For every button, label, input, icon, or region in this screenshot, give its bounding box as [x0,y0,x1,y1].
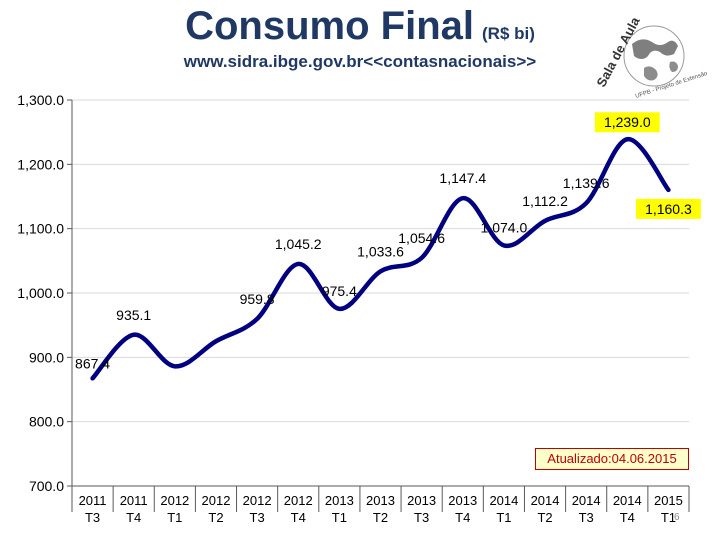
x-tick-label-year: 2012 [284,493,313,508]
x-tick-label-quarter: T4 [126,510,141,525]
data-label: 975.4 [322,283,357,299]
x-tick-label-year: 2013 [448,493,477,508]
data-label: 1,139.6 [563,175,610,191]
x-tick-label-quarter: T2 [537,510,552,525]
data-label: 935.1 [116,307,151,323]
globe-map-icon [623,25,685,87]
data-label: 1,239.0 [604,114,651,130]
data-label: 1,074.0 [481,219,528,235]
data-label-layer: 867.4 935.1 959.8 1,045.2 975.4 1,033.61,054.… [75,112,701,371]
axis-layer: 700.0 800.0 900.0 1,000.0 1,100.0 1,200.0 1,30… [17,92,690,525]
y-tick-label: 1,300.0 [17,92,64,108]
y-tick-label: 1,100.0 [17,221,64,237]
grid-layer [72,99,689,423]
x-tick-label-quarter: T3 [414,510,429,525]
page-number: 6 [674,512,680,523]
x-tick-label-year: 2015 [654,493,683,508]
x-tick-label-year: 2011 [79,493,107,508]
x-tick-label-quarter: T3 [250,510,265,525]
data-label: 1,045.2 [275,236,322,252]
data-label: 1,147.4 [439,170,486,186]
chart-title: Consumo Final (R$ bi) [0,4,720,49]
updated-badge: Atualizado:04.06.2015 [535,448,689,470]
x-tick-label-year: 2014 [572,493,601,508]
x-tick-label-year: 2013 [366,493,395,508]
y-tick-label: 1,000.0 [17,285,64,301]
x-tick-label-quarter: T1 [496,510,511,525]
data-label-highlight [636,198,701,219]
data-label: 1,033.6 [357,243,404,259]
data-label-highlight [594,112,660,133]
data-label: 1,054.6 [398,230,445,246]
data-label: 1,160.3 [645,201,692,217]
series-layer [90,136,671,381]
y-tick-label: 800.0 [29,414,64,430]
x-tick-label-quarter: T1 [167,510,182,525]
x-tick-label-year: 2014 [613,493,642,508]
series-line [90,136,671,381]
x-tick-label-year: 2014 [531,493,560,508]
sala-de-aula-logo: Sala de Aula UFPB - Projeto de Extensão [593,14,709,100]
x-tick-label-year: 2014 [489,493,518,508]
x-tick-label-quarter: T4 [620,510,635,525]
title-text: Consumo Final [185,4,474,48]
y-tick-label: 700.0 [29,478,64,494]
x-tick-label-year: 2012 [202,493,231,508]
x-tick-label-quarter: T3 [579,510,594,525]
x-tick-label-quarter: T2 [208,510,223,525]
source-url: www.sidra.ibge.gov.br<<contasnacionais>> [183,52,537,71]
data-label: 959.8 [240,291,275,307]
x-tick-label-year: 2013 [325,493,354,508]
x-tick-label-quarter: T3 [85,510,100,525]
y-tick-label: 900.0 [29,349,64,365]
x-tick-label-quarter: T4 [455,510,470,525]
x-tick-label-year: 2013 [407,493,436,508]
y-tick-label: 1,200.0 [17,156,64,172]
data-label: 867.4 [75,355,110,371]
x-tick-label-quarter: T1 [332,510,347,525]
data-label: 1,112.2 [522,193,568,209]
x-tick-label-quarter: T4 [291,510,306,525]
x-tick-label-year: 2011 [120,493,148,508]
x-tick-label-year: 2012 [243,493,272,508]
title-unit: (R$ bi) [482,24,535,43]
x-tick-label-quarter: T2 [373,510,388,525]
x-tick-label-quarter: T1 [661,510,676,525]
x-tick-label-year: 2012 [160,493,189,508]
